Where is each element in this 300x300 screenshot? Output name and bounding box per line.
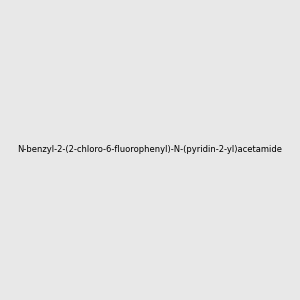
Text: N-benzyl-2-(2-chloro-6-fluorophenyl)-N-(pyridin-2-yl)acetamide: N-benzyl-2-(2-chloro-6-fluorophenyl)-N-(… (17, 146, 283, 154)
